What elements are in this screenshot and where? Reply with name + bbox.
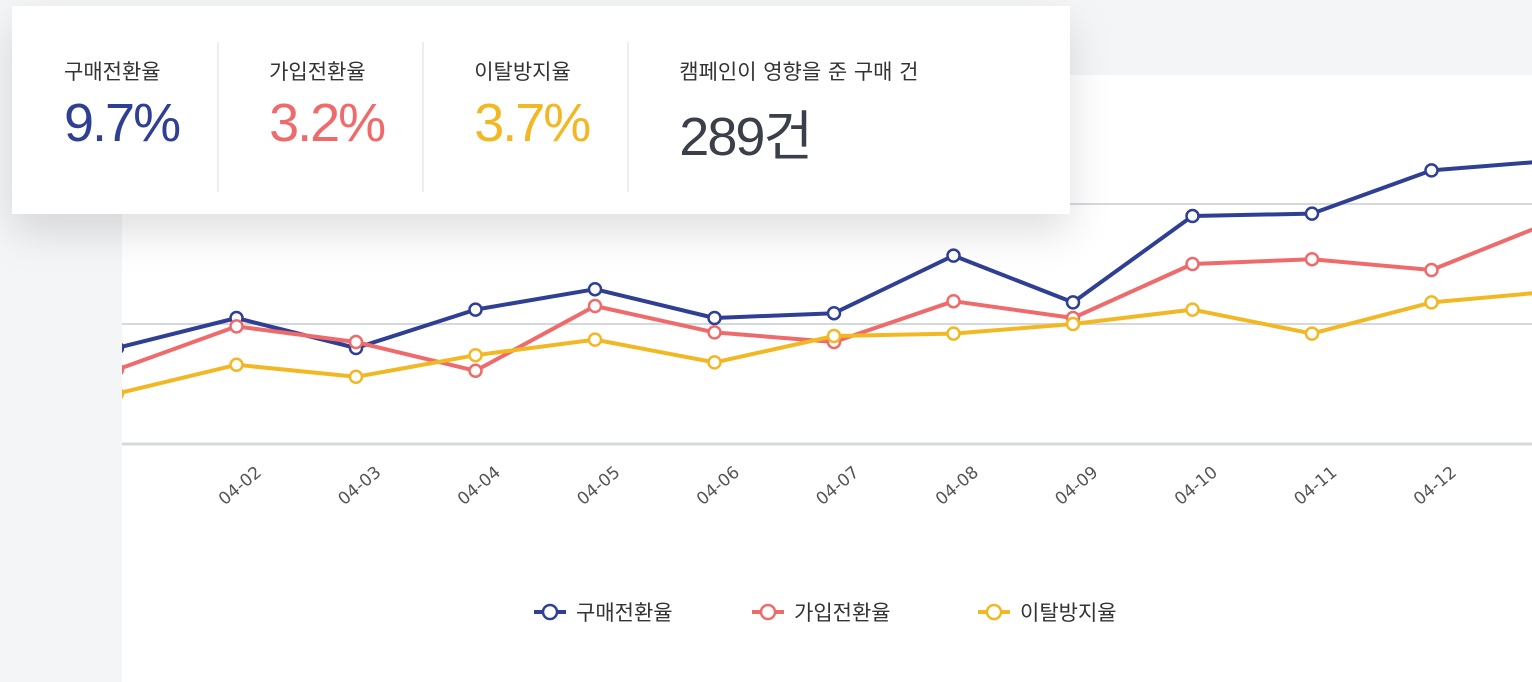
- point: [587, 332, 603, 347]
- kpi-value: 3.7%: [474, 93, 591, 153]
- kpi: 구매전환율 9.7%: [12, 42, 220, 192]
- kpi-label: 구매전환율: [64, 60, 161, 84]
- point: [468, 363, 483, 379]
- point: [1065, 316, 1081, 332]
- x-tick-label: 04-08: [932, 463, 983, 510]
- plot: [122, 160, 1532, 399]
- kpi-label: 이탈방지율: [474, 60, 571, 84]
- point: [122, 364, 125, 375]
- kpi: 이탈방지율 3.7%: [424, 42, 630, 192]
- point: [707, 355, 722, 370]
- point: [1304, 326, 1320, 341]
- x-tick-label: 04-07: [813, 463, 864, 510]
- point: [587, 298, 603, 314]
- point: [468, 302, 483, 317]
- x-tick-label: 04-04: [454, 463, 505, 510]
- point: [348, 369, 364, 385]
- point: [122, 342, 125, 354]
- legend: 구매전환율 가입전환율 이탈방지율: [534, 601, 1117, 625]
- point: [1185, 208, 1200, 224]
- point: [1304, 251, 1320, 267]
- grid: [122, 203, 1532, 446]
- legend-icon: [541, 603, 559, 621]
- x-tick-label: 04-11: [1291, 463, 1342, 510]
- point: [1424, 163, 1439, 178]
- legend-label: 가입전환율: [794, 601, 891, 625]
- series-line: [122, 227, 1532, 373]
- point: [1065, 295, 1081, 310]
- x-tick-label: 04-10: [1171, 463, 1222, 510]
- kpi-value: 3.2%: [269, 93, 386, 153]
- kpi-card: 구매전환율 9.7% 가입전환율 3.2% 이탈방지율 3.7% 캠페인이 영향을 준 구매…: [12, 6, 1070, 214]
- point: [707, 310, 722, 326]
- kpi: 가입전환율 3.2%: [219, 42, 425, 192]
- x-tick-label: 04-03: [335, 463, 386, 510]
- point: [229, 319, 244, 334]
- legend-icon: [985, 603, 1003, 621]
- point: [707, 325, 722, 340]
- kpi-label: 가입전환율: [269, 60, 366, 84]
- x-tick-label: 04-06: [693, 463, 744, 510]
- point: [468, 347, 483, 363]
- kpi-label: 캠페인이 영향을 준 구매 건: [679, 60, 919, 84]
- legend-label: 이탈방지율: [1020, 601, 1117, 625]
- legend-icon: [759, 603, 777, 621]
- point: [587, 281, 603, 297]
- x-tick-label: 04-12: [1410, 463, 1461, 510]
- point: [1185, 302, 1200, 317]
- x-tick-label: 04-09: [1052, 463, 1103, 510]
- point: [1424, 262, 1439, 278]
- x-tick-label: 04-05: [574, 463, 625, 510]
- point: [946, 293, 961, 309]
- point: [1304, 206, 1320, 221]
- point: [1185, 256, 1200, 272]
- point: [826, 305, 842, 321]
- kpi-value: 9.7%: [64, 93, 181, 153]
- point: [826, 328, 842, 344]
- point: [122, 388, 125, 399]
- kpi-value: 289건: [679, 107, 813, 167]
- x-tick-label: 04-02: [215, 463, 266, 510]
- kpi: 캠페인이 영향을 준 구매 건 289건: [629, 42, 956, 192]
- point: [1424, 295, 1439, 310]
- x-axis: 04-02 04-03 04-04 04-05 04-06 04-07 04-08 04-09…: [215, 463, 1461, 510]
- point: [946, 248, 961, 263]
- point: [229, 357, 244, 373]
- point: [348, 334, 364, 350]
- legend-label: 구매전환율: [576, 601, 673, 625]
- point: [946, 326, 961, 341]
